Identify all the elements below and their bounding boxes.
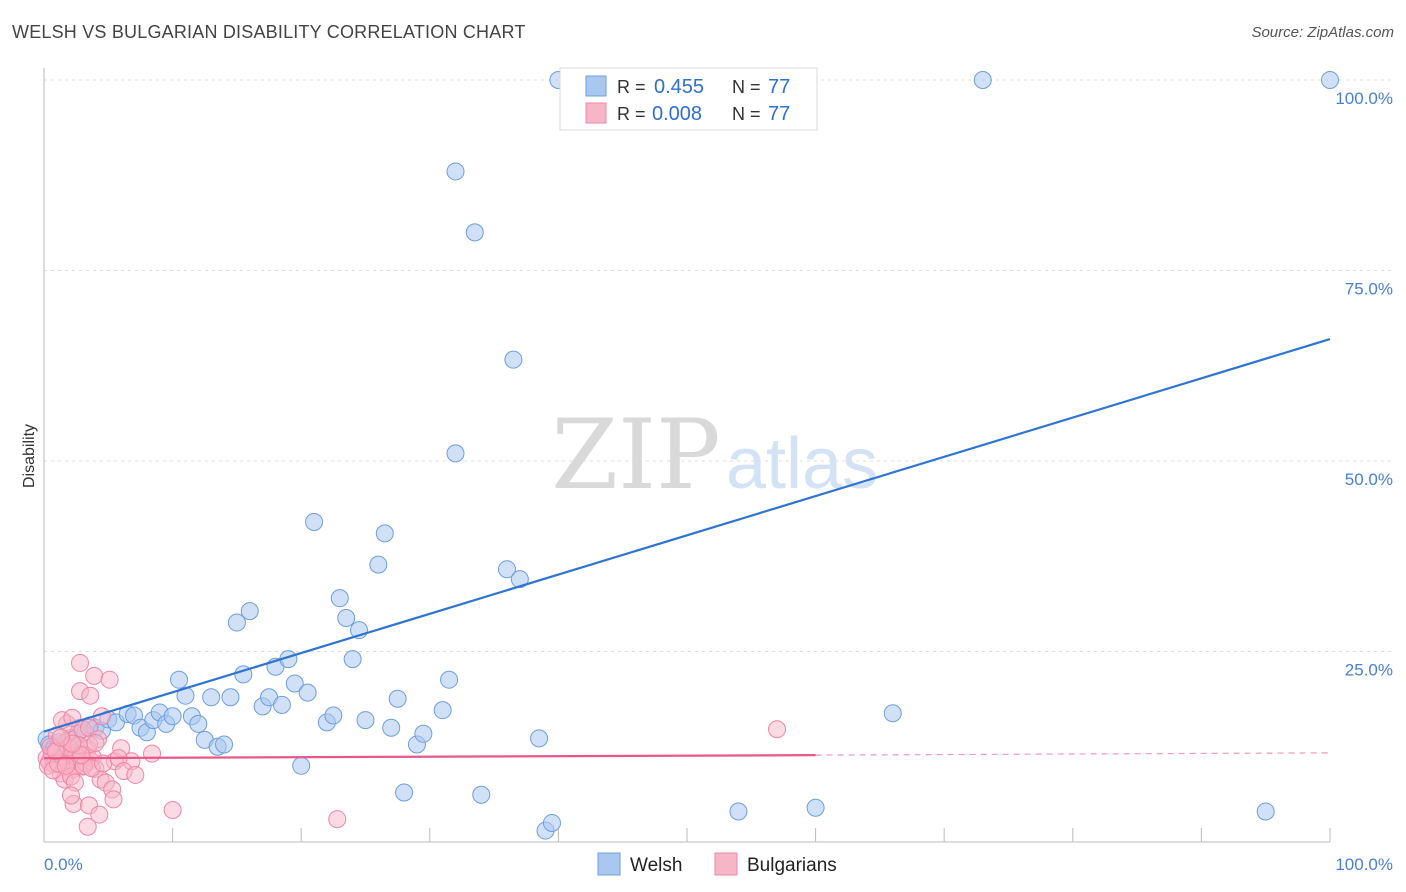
welsh-point bbox=[215, 735, 234, 754]
welsh-point bbox=[395, 783, 414, 802]
welsh-point bbox=[1256, 802, 1275, 821]
welsh-point bbox=[163, 707, 182, 726]
bulgarian-point bbox=[100, 670, 119, 689]
welsh-swatch bbox=[585, 75, 607, 97]
legend-bulgarians-label: Bulgarians bbox=[747, 855, 837, 876]
watermark-zip: ZIP bbox=[551, 399, 720, 511]
welsh-point bbox=[292, 756, 311, 775]
bulgarian-points bbox=[37, 653, 787, 836]
welsh-point bbox=[497, 560, 516, 579]
bulgarian-r-label: R = bbox=[617, 104, 646, 124]
bulgarian-n-value: 77 bbox=[768, 103, 790, 125]
welsh-point bbox=[1321, 71, 1339, 89]
welsh-point bbox=[446, 444, 465, 463]
welsh-point bbox=[189, 714, 208, 733]
welsh-point bbox=[369, 555, 388, 574]
welsh-point bbox=[388, 689, 407, 708]
welsh-r-value: 0.455 bbox=[654, 76, 704, 98]
chart-title: WELSH VS BULGARIAN DISABILITY CORRELATIO… bbox=[12, 22, 526, 42]
welsh-point bbox=[504, 350, 523, 369]
welsh-point bbox=[356, 711, 375, 730]
welsh-r-label: R = bbox=[617, 77, 646, 97]
welsh-point bbox=[472, 785, 491, 804]
welsh-point bbox=[883, 704, 902, 723]
welsh-point bbox=[440, 670, 459, 689]
welsh-point bbox=[973, 71, 992, 89]
y-axis-title: Disability bbox=[21, 424, 38, 488]
stats-legend: R = 0.455 N = 77 R = 0.008 N = 77 bbox=[559, 67, 818, 131]
welsh-point bbox=[324, 706, 343, 725]
welsh-point bbox=[285, 674, 304, 693]
watermark-atlas: atlas bbox=[726, 424, 878, 504]
y-tick-label: 75.0% bbox=[1345, 280, 1393, 299]
welsh-point bbox=[343, 650, 362, 669]
welsh-point bbox=[729, 802, 748, 821]
welsh-point bbox=[227, 613, 246, 632]
welsh-trendline bbox=[43, 338, 1331, 733]
legend-welsh-label: Welsh bbox=[630, 855, 682, 876]
welsh-point bbox=[382, 718, 401, 737]
bottom-legend: Welsh Bulgarians bbox=[597, 852, 837, 876]
y-tick-label: 100.0% bbox=[1335, 89, 1393, 108]
legend-welsh-swatch bbox=[597, 852, 621, 876]
welsh-point bbox=[240, 602, 259, 621]
bulgarian-point bbox=[126, 765, 145, 784]
bulgarian-point bbox=[328, 810, 347, 829]
bulgarian-swatch bbox=[585, 102, 607, 124]
bulgarian-point bbox=[163, 800, 182, 819]
x-tick-label: 100.0% bbox=[1335, 855, 1393, 874]
bulgarian-trendline-extension bbox=[815, 752, 1331, 756]
bulgarian-point bbox=[143, 744, 162, 763]
bulgarian-point bbox=[768, 720, 787, 739]
y-tick-label: 50.0% bbox=[1345, 470, 1393, 489]
bulgarian-point bbox=[51, 728, 70, 747]
bulgarian-point bbox=[56, 756, 75, 775]
welsh-point bbox=[414, 724, 433, 743]
tick-labels: 25.0% 50.0% 75.0% 100.0% 0.0% 100.0% bbox=[44, 89, 1393, 874]
welsh-point bbox=[298, 683, 317, 702]
welsh-point bbox=[530, 729, 549, 748]
welsh-point bbox=[446, 162, 465, 181]
welsh-point bbox=[170, 670, 189, 689]
source-label: Source: ZipAtlas.com bbox=[1251, 24, 1394, 41]
bulgarian-point bbox=[90, 805, 109, 824]
trendlines bbox=[43, 338, 1331, 760]
welsh-n-value: 77 bbox=[768, 76, 790, 98]
bulgarian-point bbox=[85, 666, 104, 685]
welsh-point bbox=[337, 608, 356, 627]
bulgarian-point bbox=[71, 653, 90, 672]
welsh-point bbox=[806, 798, 825, 817]
welsh-point bbox=[221, 688, 240, 707]
welsh-point bbox=[305, 512, 324, 531]
bulgarian-point bbox=[104, 790, 123, 809]
welsh-point bbox=[542, 813, 561, 832]
welsh-n-label: N = bbox=[732, 77, 761, 97]
welsh-point bbox=[202, 688, 221, 707]
bulgarian-point bbox=[81, 686, 100, 705]
bulgarian-r-value: 0.008 bbox=[652, 103, 702, 125]
y-tick-label: 25.0% bbox=[1345, 661, 1393, 680]
bulgarian-point bbox=[78, 817, 97, 836]
welsh-point bbox=[433, 701, 452, 720]
welsh-point bbox=[465, 223, 484, 242]
watermark: ZIP atlas bbox=[551, 399, 878, 511]
bulgarian-point bbox=[62, 786, 81, 805]
welsh-point bbox=[510, 570, 529, 589]
welsh-point bbox=[330, 589, 349, 608]
x-tick-label: 0.0% bbox=[44, 855, 83, 874]
legend-bulgarians-swatch bbox=[714, 852, 738, 876]
bulgarian-point bbox=[86, 733, 105, 752]
bulgarian-n-label: N = bbox=[732, 104, 761, 124]
axes bbox=[43, 68, 1330, 843]
welsh-point bbox=[375, 524, 394, 543]
welsh-point bbox=[272, 695, 291, 714]
bulgarian-trendline bbox=[43, 754, 816, 760]
